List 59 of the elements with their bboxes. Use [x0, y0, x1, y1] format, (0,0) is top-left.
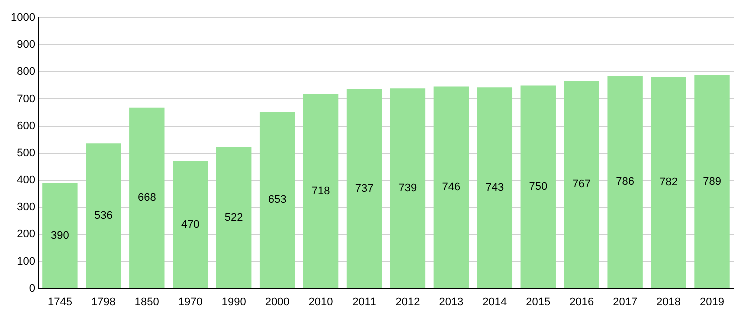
bar — [564, 81, 600, 288]
x-tick-label: 2019 — [700, 296, 725, 308]
bar — [173, 162, 208, 288]
x-tick-label: 2000 — [265, 296, 290, 308]
x-tick-label: 1990 — [222, 296, 246, 308]
y-tick-label: 900 — [17, 39, 36, 52]
x-tick-label: 2013 — [439, 296, 464, 308]
bar — [216, 147, 252, 288]
y-tick-label: 500 — [17, 147, 36, 160]
bar — [390, 88, 426, 288]
x-tick-label: 2015 — [526, 296, 551, 308]
bar — [520, 86, 556, 288]
y-tick-label: 700 — [17, 93, 36, 106]
x-tick-label: 2011 — [352, 296, 376, 308]
data-label: 718 — [312, 185, 330, 198]
bar — [42, 183, 78, 288]
x-tick-label: 2017 — [613, 296, 638, 308]
data-label: 470 — [181, 218, 200, 231]
y-tick-label: 400 — [17, 174, 36, 187]
bar — [303, 94, 339, 288]
x-tick-label: 2016 — [570, 296, 594, 308]
data-label: 782 — [660, 176, 678, 189]
bar — [260, 112, 296, 288]
x-tick-label: 1798 — [91, 296, 116, 308]
data-label: 668 — [138, 192, 156, 204]
data-label: 737 — [355, 182, 374, 195]
data-label: 746 — [442, 182, 461, 194]
y-tick-label: 300 — [17, 202, 36, 214]
bar — [651, 77, 686, 288]
bar — [694, 75, 730, 288]
y-tick-label: 100 — [17, 256, 36, 268]
data-label: 739 — [398, 182, 418, 195]
data-label: 750 — [529, 181, 548, 194]
data-label: 653 — [268, 194, 287, 206]
data-label: 522 — [224, 212, 244, 224]
y-tick-label: 0 — [29, 282, 36, 295]
data-label: 743 — [486, 182, 504, 194]
bar — [434, 86, 470, 288]
bar — [477, 88, 513, 288]
y-tick-label: 1000 — [10, 12, 36, 24]
x-tick-label: 2018 — [656, 296, 682, 308]
y-tick-label: 200 — [17, 228, 36, 241]
x-tick-label: 1970 — [178, 296, 203, 308]
bar — [346, 89, 382, 288]
data-label: 767 — [572, 178, 592, 191]
bar — [86, 144, 122, 288]
y-tick-label: 600 — [17, 120, 36, 132]
x-tick-label: 2014 — [482, 296, 508, 308]
x-tick-label: 2010 — [308, 296, 334, 308]
data-label: 789 — [703, 176, 722, 188]
bar — [608, 76, 643, 288]
data-label: 390 — [51, 230, 70, 242]
y-tick-label: 800 — [17, 66, 36, 78]
x-tick-label: 1745 — [48, 296, 72, 308]
x-tick-label: 1850 — [134, 296, 160, 308]
bar — [130, 108, 165, 288]
data-label: 536 — [94, 210, 113, 222]
data-label: 786 — [616, 176, 635, 188]
x-tick-label: 2012 — [396, 296, 420, 308]
